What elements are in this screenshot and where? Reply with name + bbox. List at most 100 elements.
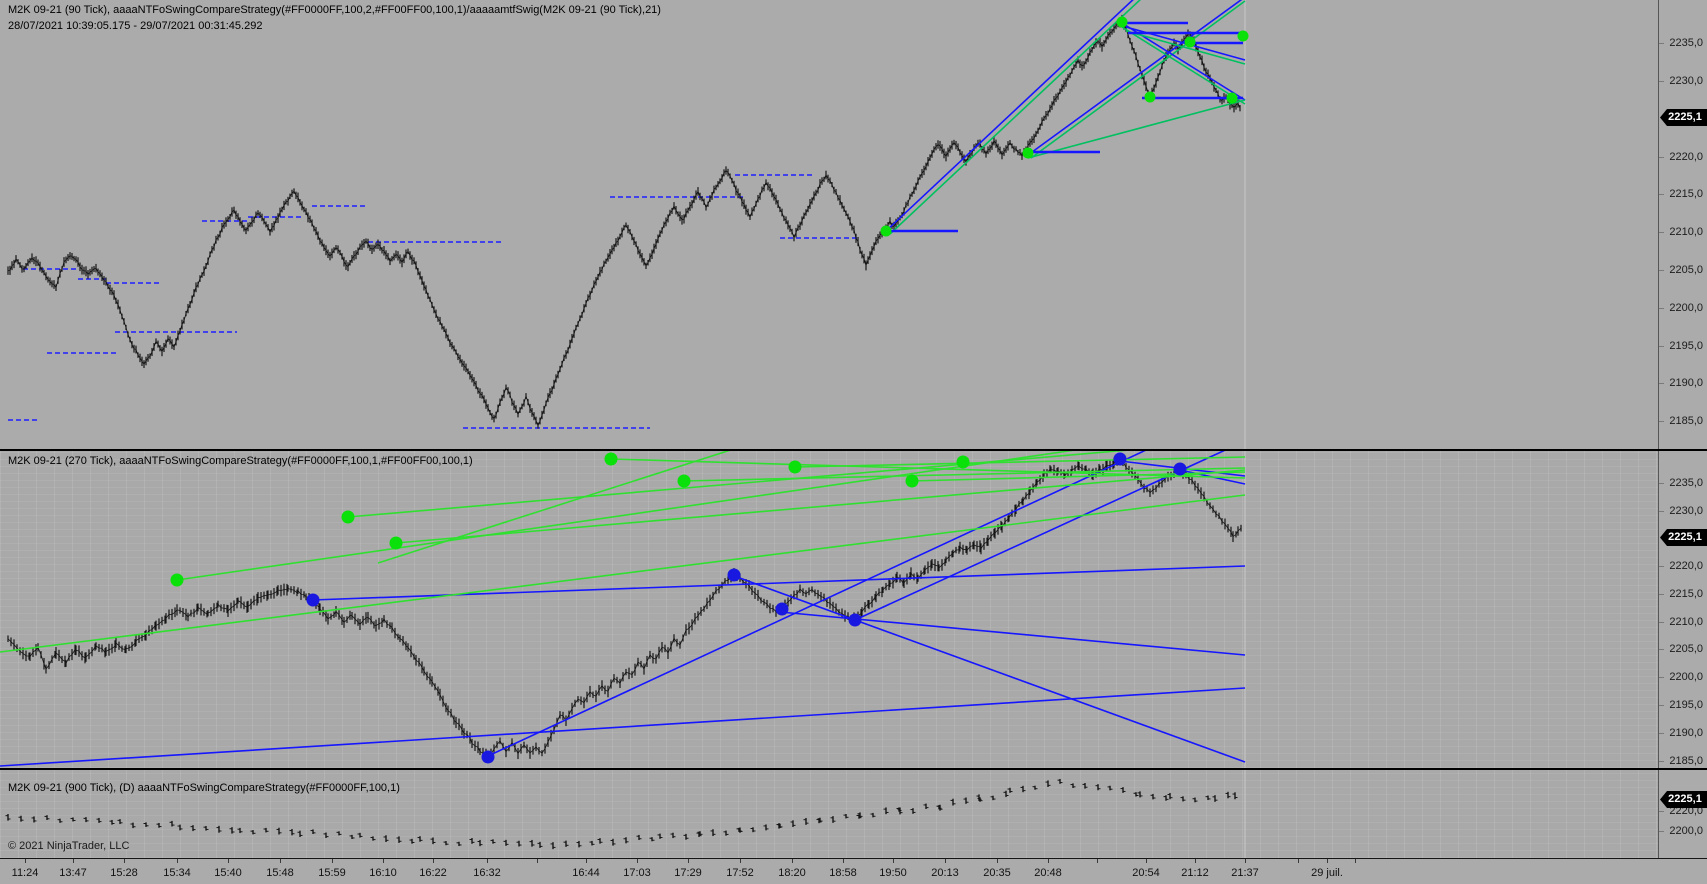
time-axis-label: 11:24	[11, 867, 39, 879]
price-axis-label: 2210,0	[1669, 616, 1703, 628]
time-axis-label: 20:48	[1034, 867, 1062, 879]
time-axis-tick	[1146, 859, 1147, 863]
time-axis-tick	[843, 859, 844, 863]
time-axis-tick	[383, 859, 384, 863]
price-axis-tick	[1659, 270, 1664, 271]
time-axis-tick	[177, 859, 178, 863]
time-axis-label: 16:44	[572, 867, 600, 879]
panel3-header: M2K 09-21 (900 Tick), (D) aaaaNTFoSwingC…	[8, 782, 400, 794]
time-axis-tick	[280, 859, 281, 863]
time-axis-tick	[1097, 859, 1098, 863]
price-axis-label: 2220,0	[1669, 151, 1703, 163]
price-axis-tick	[1659, 649, 1664, 650]
price-axis-label: 2230,0	[1669, 75, 1703, 87]
price-axis-label: 2235,0	[1669, 37, 1703, 49]
time-axis-label: 16:22	[419, 867, 447, 879]
price-axis-label: 2195,0	[1669, 699, 1703, 711]
time-axis-label: 20:54	[1132, 867, 1160, 879]
time-axis-label: 20:35	[983, 867, 1011, 879]
panel1-header: M2K 09-21 (90 Tick), aaaaNTFoSwingCompar…	[8, 4, 661, 16]
price-axis-tick	[1659, 81, 1664, 82]
price-axis-tick	[1659, 383, 1664, 384]
time-axis-label: 17:03	[623, 867, 651, 879]
price-axis-tick	[1659, 761, 1664, 762]
last-price-marker: 2225,1	[1660, 791, 1707, 808]
panel2-header: M2K 09-21 (270 Tick), aaaaNTFoSwingCompa…	[8, 455, 473, 467]
time-axis-tick	[586, 859, 587, 863]
panel-separator[interactable]	[0, 768, 1707, 770]
price-axis-tick	[1659, 705, 1664, 706]
time-axis-label: 21:12	[1181, 867, 1209, 879]
price-axis-label: 2205,0	[1669, 264, 1703, 276]
time-axis-tick	[1298, 859, 1299, 863]
time-axis-tick	[893, 859, 894, 863]
price-axis-tick	[1659, 421, 1664, 422]
time-axis-label: 18:58	[829, 867, 857, 879]
time-axis-tick	[73, 859, 74, 863]
chart-panel-900-tick[interactable]	[0, 770, 1658, 858]
price-axis-tick	[1659, 43, 1664, 44]
price-axis-tick	[1659, 346, 1664, 347]
time-axis-label: 20:13	[931, 867, 959, 879]
price-axis-tick	[1659, 594, 1664, 595]
price-axis-label: 2185,0	[1669, 415, 1703, 427]
time-axis-tick	[1195, 859, 1196, 863]
time-axis-tick	[433, 859, 434, 863]
price-axis-tick	[1659, 232, 1664, 233]
price-axis-label: 2215,0	[1669, 188, 1703, 200]
time-axis-tick	[25, 859, 26, 863]
price-axis-tick	[1659, 157, 1664, 158]
time-axis-label: 21:37	[1231, 867, 1259, 879]
time-axis-label: 17:52	[726, 867, 754, 879]
time-axis-label: 15:48	[266, 867, 294, 879]
last-price-marker: 2225,1	[1660, 109, 1707, 126]
price-axis-label: 2190,0	[1669, 377, 1703, 389]
time-axis-tick	[1355, 859, 1356, 863]
price-axis-tick	[1659, 308, 1664, 309]
copyright-text: © 2021 NinjaTrader, LLC	[8, 840, 130, 852]
time-axis-tick	[997, 859, 998, 863]
panel1-date-range: 28/07/2021 10:39:05.175 - 29/07/2021 00:…	[8, 20, 263, 32]
time-axis-tick	[637, 859, 638, 863]
time-axis-tick	[124, 859, 125, 863]
time-axis-tick	[487, 859, 488, 863]
time-axis-tick	[688, 859, 689, 863]
time-axis-label: 16:10	[369, 867, 397, 879]
time-axis-label: 15:59	[318, 867, 346, 879]
price-axis-tick	[1659, 483, 1664, 484]
price-axis-label: 2195,0	[1669, 340, 1703, 352]
price-axis-label: 2235,0	[1669, 477, 1703, 489]
time-axis-label: 29 juil.	[1311, 867, 1343, 879]
price-axis-label: 2200,0	[1669, 302, 1703, 314]
chart-panel-270-tick[interactable]	[0, 451, 1658, 768]
panel-graphics	[0, 451, 1246, 768]
price-axis-tick	[1659, 622, 1664, 623]
price-axis-label: 2210,0	[1669, 226, 1703, 238]
chart-panel-90-tick[interactable]	[0, 0, 1658, 449]
price-axis[interactable]: 2235,0 2230,0 2220,0 2215,0 2210,0 2205,0 2200…	[1658, 0, 1707, 859]
time-axis-label: 19:50	[879, 867, 907, 879]
price-axis-label: 2185,0	[1669, 755, 1703, 767]
price-axis-tick	[1659, 511, 1664, 512]
panel-separator[interactable]	[0, 449, 1707, 451]
time-axis-tick	[537, 859, 538, 863]
price-axis-label: 2205,0	[1669, 643, 1703, 655]
last-price-marker: 2225,1	[1660, 529, 1707, 546]
time-axis-label: 13:47	[59, 867, 87, 879]
price-axis-tick	[1659, 733, 1664, 734]
time-axis[interactable]: 11:24 13:47 15:28 15:34 15:40 15:48 15:59 16:10…	[0, 858, 1707, 884]
price-axis-label: 2200,0	[1669, 825, 1703, 837]
time-axis-label: 17:29	[674, 867, 702, 879]
price-axis-label: 2220,0	[1669, 805, 1703, 817]
time-axis-tick	[792, 859, 793, 863]
price-axis-label: 2215,0	[1669, 588, 1703, 600]
price-axis-label: 2220,0	[1669, 560, 1703, 572]
time-axis-label: 15:34	[163, 867, 191, 879]
panel-graphics	[5, 770, 1246, 858]
time-axis-label: 15:28	[110, 867, 138, 879]
panel-graphics	[7, 0, 1249, 449]
price-axis-tick	[1659, 566, 1664, 567]
price-axis-tick	[1659, 831, 1664, 832]
time-axis-label: 18:20	[778, 867, 806, 879]
